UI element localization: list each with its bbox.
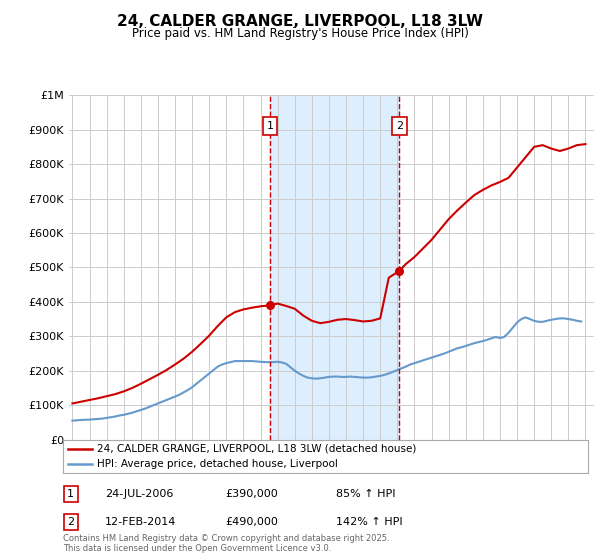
Text: 2: 2	[396, 121, 403, 131]
Text: 24, CALDER GRANGE, LIVERPOOL, L18 3LW: 24, CALDER GRANGE, LIVERPOOL, L18 3LW	[117, 14, 483, 29]
Text: 1: 1	[67, 489, 74, 499]
Point	[265, 301, 275, 310]
Text: £390,000: £390,000	[225, 489, 278, 499]
Text: 142% ↑ HPI: 142% ↑ HPI	[336, 517, 403, 527]
Point	[395, 267, 404, 276]
Text: 24, CALDER GRANGE, LIVERPOOL, L18 3LW (detached house): 24, CALDER GRANGE, LIVERPOOL, L18 3LW (d…	[97, 444, 416, 454]
Text: 1: 1	[266, 121, 274, 131]
Bar	[270, 95, 400, 440]
Text: 24-JUL-2006: 24-JUL-2006	[105, 489, 173, 499]
Text: 12-FEB-2014: 12-FEB-2014	[105, 517, 176, 527]
Text: 2: 2	[67, 517, 74, 527]
Text: 85% ↑ HPI: 85% ↑ HPI	[336, 489, 395, 499]
Text: £490,000: £490,000	[225, 517, 278, 527]
Text: Price paid vs. HM Land Registry's House Price Index (HPI): Price paid vs. HM Land Registry's House …	[131, 27, 469, 40]
Text: HPI: Average price, detached house, Liverpool: HPI: Average price, detached house, Live…	[97, 459, 338, 469]
Text: Contains HM Land Registry data © Crown copyright and database right 2025.
This d: Contains HM Land Registry data © Crown c…	[63, 534, 389, 553]
